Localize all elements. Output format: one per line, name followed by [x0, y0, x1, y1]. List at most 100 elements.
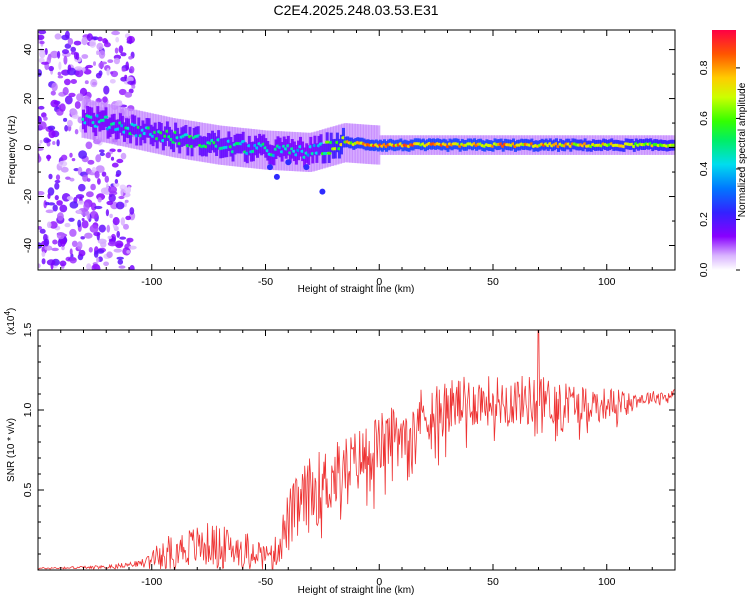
spectrogram-cell	[73, 40, 82, 46]
spectrogram-cell	[89, 39, 97, 48]
spectrogram-cell	[82, 67, 86, 72]
spectrogram-cell	[273, 173, 280, 180]
spectrogram-cell	[38, 155, 42, 163]
spectrogram-cell	[58, 61, 62, 70]
spectrogram-cell	[52, 141, 56, 145]
spectrogram-cell	[86, 191, 94, 198]
spectrogram-cell	[123, 202, 127, 208]
spectrogram-cell	[74, 66, 83, 71]
spectrogram-cell	[64, 222, 71, 228]
spectrogram-cell	[114, 240, 124, 249]
spectrogram-cell	[46, 221, 52, 229]
spectrogram-cell	[38, 105, 45, 110]
spectrogram-cell	[120, 188, 124, 197]
spectrogram-cell	[38, 69, 42, 77]
scale-suffix: )	[6, 308, 17, 311]
bottom-y-ticks: 0.5 1.0 1.5	[22, 323, 675, 555]
spectrogram-cell	[41, 61, 49, 65]
spectrogram-cell	[108, 194, 116, 202]
spectrogram-cell	[78, 150, 87, 159]
spectrogram-cell	[124, 199, 129, 203]
spectrogram-cell	[100, 241, 107, 248]
colorbar-ticks: 0.0 0.2 0.4 0.6 0.8	[698, 60, 740, 277]
spectrogram-cell	[105, 209, 109, 217]
spectrogram-cell	[77, 241, 83, 250]
spectrogram-cell	[118, 195, 125, 200]
spectrogram-cell	[69, 152, 73, 158]
spectrogram-cell	[103, 85, 110, 95]
spectrogram-cell	[38, 30, 47, 35]
spectrogram-cell	[108, 186, 117, 194]
colorbar-tick-label: 0.8	[698, 60, 710, 75]
spectrogram-cell	[80, 236, 85, 240]
spectrogram-cell	[109, 79, 116, 84]
spectrogram-cell	[121, 67, 126, 72]
spectrogram-cell	[124, 91, 133, 98]
spectrogram-cell	[129, 66, 135, 74]
spectrogram-cell	[48, 65, 54, 72]
spectrogram-cell	[65, 176, 71, 180]
spectrogram-cell	[129, 207, 135, 215]
spectrogram-cell	[87, 159, 95, 165]
snr-series-line	[38, 330, 675, 570]
spectrogram-cell	[64, 95, 73, 105]
bottom-y-axis-label: SNR (10 * v/v)	[6, 418, 17, 482]
spectrogram-cell	[90, 183, 96, 191]
spectrogram-cell	[111, 162, 119, 168]
spectrogram-cell	[39, 48, 44, 52]
spectrogram-cell	[95, 72, 102, 79]
scale-exponent: 4	[3, 311, 12, 316]
spectrogram-cell	[39, 40, 45, 45]
spectrogram-cell	[67, 119, 73, 127]
spectrogram-cell	[303, 164, 310, 171]
spectrogram-cell	[107, 241, 117, 247]
spectrogram-cell	[106, 200, 113, 206]
bottom-y-scale-label: (x104)	[3, 308, 17, 335]
spectrogram-cells	[38, 30, 675, 270]
spectrogram-cell	[69, 228, 77, 237]
x-tick-label: 100	[598, 576, 616, 588]
spectrogram-cell	[60, 239, 66, 247]
spectrogram-cell	[103, 115, 109, 119]
spectrogram-cell	[128, 245, 137, 250]
spectrogram-cell	[47, 193, 51, 199]
spectrogram-cell	[93, 61, 96, 66]
spectrogram-cell	[96, 265, 101, 270]
spectrogram-cell	[92, 36, 99, 41]
spectrogram-cell	[127, 186, 131, 193]
spectrogram-cell	[58, 160, 68, 167]
spectrogram-cell	[105, 152, 111, 159]
spectrogram-cell	[95, 165, 105, 173]
spectrogram-cell	[83, 69, 92, 75]
spectrogram-cell	[131, 84, 136, 89]
spectrogram-cell	[78, 183, 86, 192]
spectrogram-cell	[57, 212, 64, 221]
spectrogram-cell	[38, 116, 42, 124]
spectrogram-cell	[62, 87, 69, 96]
spectrogram-cell	[60, 154, 68, 161]
spectrogram-cell	[66, 196, 73, 201]
spectrogram-cell	[67, 64, 72, 72]
y-tick-label: 0	[22, 144, 34, 150]
spectrogram-cell	[98, 62, 105, 69]
x-tick-label: 0	[376, 576, 382, 588]
spectrogram-cell	[70, 79, 78, 84]
spectrogram-cell	[98, 149, 105, 153]
spectrogram-cell	[73, 51, 78, 60]
spectrogram-cell	[96, 50, 100, 55]
spectrogram-cell	[94, 205, 103, 210]
spectrogram-cell	[71, 240, 78, 247]
spectrogram-cell	[47, 125, 56, 131]
spectrogram-plot: -100 -50 0 50 100 -40 -20 0 20 40 Height of stra…	[7, 29, 676, 295]
spectrogram-cell	[83, 202, 90, 212]
spectrogram-cell	[99, 152, 105, 157]
spectrogram-cell	[68, 92, 76, 98]
spectrogram-cell	[64, 78, 71, 86]
top-x-axis-label: Height of straight line (km)	[298, 284, 415, 295]
spectrogram-cell	[43, 116, 48, 121]
colorbar-tick-label: 0.0	[698, 263, 710, 278]
spectrogram-cell	[183, 133, 189, 137]
spectrogram-cell	[38, 143, 41, 147]
snr-background	[38, 330, 675, 570]
